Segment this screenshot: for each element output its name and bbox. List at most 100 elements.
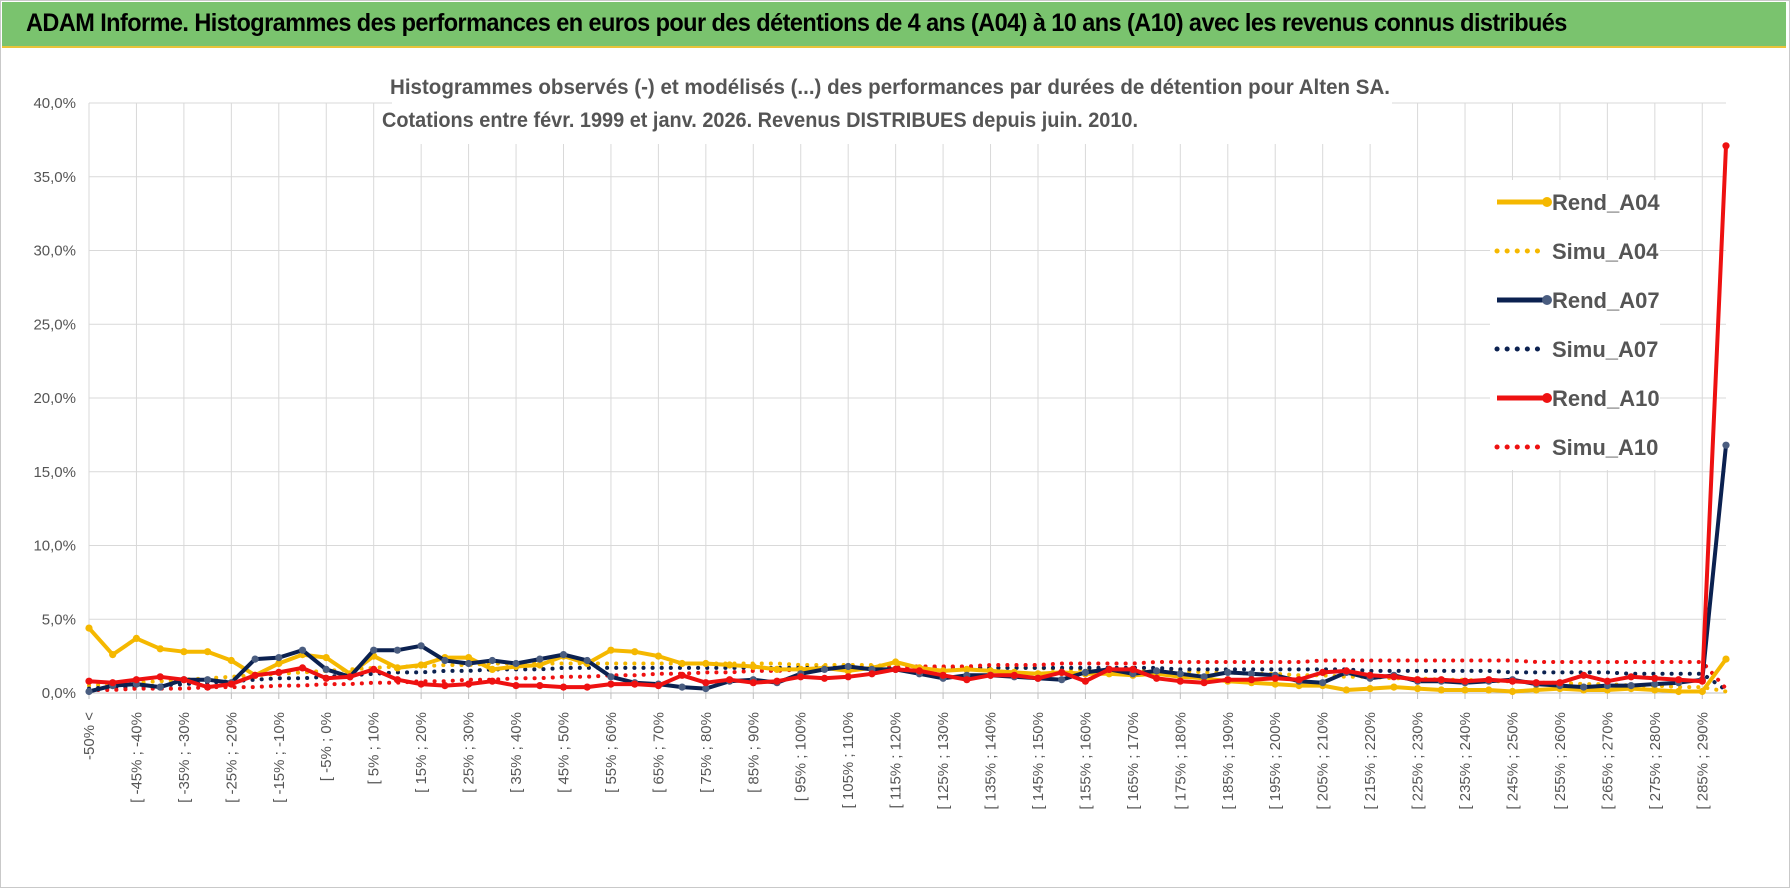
point-rend-a04 [607, 646, 615, 654]
y-tick-label: 25,0% [33, 316, 76, 333]
point-rend-a10 [1271, 674, 1279, 682]
legend-label: Simu_A04 [1552, 239, 1659, 264]
point-rend-a07 [370, 646, 378, 654]
point-rend-a10 [1485, 676, 1493, 684]
x-tick-label: [ 245% ; 250% [1504, 712, 1521, 810]
legend-marker [1542, 197, 1552, 207]
point-rend-a10 [1437, 676, 1445, 684]
point-rend-a07 [583, 656, 591, 665]
point-rend-a10 [85, 677, 93, 685]
point-rend-a10 [1081, 677, 1089, 685]
point-rend-a07 [441, 656, 449, 665]
x-tick-label: [ 285% ; 290% [1694, 712, 1711, 810]
title-backdrop [392, 64, 1392, 144]
point-rend-a10 [797, 673, 805, 681]
point-rend-a07 [1580, 683, 1588, 691]
point-rend-a10 [607, 680, 615, 688]
x-tick-label: [ 215% ; 220% [1362, 712, 1379, 810]
point-rend-a10 [156, 673, 164, 681]
point-rend-a04 [1532, 686, 1540, 694]
point-rend-a04 [1485, 686, 1493, 694]
point-rend-a10 [1319, 668, 1327, 677]
series-lines [85, 142, 1730, 696]
x-tick-label: -50% < [81, 712, 98, 760]
point-rend-a04 [1271, 680, 1279, 688]
point-rend-a10 [1390, 673, 1398, 681]
point-rend-a07 [1153, 667, 1161, 675]
y-tick-label: 40,0% [33, 95, 76, 112]
point-rend-a07 [1176, 670, 1184, 678]
x-tick-label: [ 175% ; 180% [1172, 712, 1189, 810]
point-rend-a10 [892, 665, 900, 674]
point-rend-a10 [1627, 673, 1635, 681]
x-tick-label: [ 225% ; 230% [1410, 712, 1427, 810]
y-tick-label: 5,0% [42, 611, 76, 628]
point-rend-a04 [417, 661, 425, 669]
x-axis-ticks: -50% < [ -45% ; -40% [ -35% ; -30% [ -25% ;… [81, 712, 1711, 810]
point-rend-a10 [583, 683, 591, 691]
point-rend-a07 [488, 656, 496, 665]
x-tick-label: [ 165% ; 170% [1125, 712, 1142, 810]
point-rend-a10 [132, 676, 140, 684]
x-tick-label: [ 115% ; 120% [888, 712, 905, 808]
x-tick-label: [ 5% ; 10% [366, 712, 383, 785]
x-tick-label: [ 205% ; 210% [1315, 712, 1332, 810]
y-tick-label: 10,0% [33, 538, 76, 555]
point-rend-a10 [1129, 665, 1137, 674]
point-rend-a10 [1698, 677, 1706, 685]
point-rend-a10 [963, 676, 971, 684]
x-tick-label: [ 255% ; 260% [1552, 712, 1569, 810]
x-tick-label: [ 35% ; 40% [508, 712, 525, 793]
point-rend-a07 [251, 655, 259, 663]
x-tick-label: [ 125% ; 130% [935, 712, 952, 810]
x-tick-label: [ 95% ; 100% [793, 712, 810, 801]
point-rend-a04 [393, 664, 401, 672]
point-rend-a07 [536, 655, 544, 663]
point-rend-a07 [820, 665, 829, 674]
point-rend-a04 [204, 648, 212, 656]
series-rend-a07 [88, 444, 1728, 694]
x-tick-label: [ 135% ; 140% [983, 712, 1000, 810]
point-rend-a07 [393, 646, 401, 654]
x-tick-label: [ 145% ; 150% [1030, 712, 1047, 810]
x-tick-label: [ 265% ; 270% [1599, 712, 1616, 810]
point-rend-a07 [1081, 668, 1089, 677]
point-rend-a10 [465, 680, 473, 688]
point-rend-a10 [1580, 671, 1588, 679]
series-rend-a10 [88, 145, 1728, 690]
y-tick-label: 30,0% [33, 243, 76, 260]
point-rend-a10 [915, 667, 924, 675]
x-tick-label: [ 25% ; 30% [461, 712, 478, 793]
x-tick-label: [ -15% ; -10% [271, 712, 288, 803]
point-rend-a04 [963, 665, 971, 674]
point-rend-a04 [465, 654, 473, 662]
point-rend-a04 [1675, 687, 1683, 696]
legend-marker [1542, 393, 1552, 403]
point-rend-a10 [417, 680, 425, 688]
point-rend-a04 [132, 634, 140, 643]
point-rend-a10 [536, 682, 544, 690]
point-rend-a07 [1247, 670, 1256, 678]
point-rend-a10 [393, 676, 401, 684]
point-rend-a10 [1651, 674, 1659, 682]
point-rend-a07 [1200, 673, 1208, 681]
point-rend-a10 [868, 670, 876, 678]
point-rend-a04 [1461, 686, 1469, 694]
point-rend-a07 [1224, 668, 1232, 677]
point-rend-a04 [749, 662, 757, 671]
point-rend-a10 [1058, 668, 1066, 677]
point-rend-a07 [678, 683, 686, 691]
point-rend-a10 [1176, 677, 1184, 685]
x-tick-label: [ 235% ; 240% [1457, 712, 1474, 810]
legend-label: Simu_A10 [1552, 435, 1658, 460]
legend-box [1490, 180, 1660, 470]
x-tick-label: [ 65% ; 70% [650, 712, 667, 793]
point-rend-a10 [346, 673, 354, 681]
legend-label: Rend_A04 [1552, 190, 1660, 215]
legend-marker [1542, 295, 1552, 305]
y-tick-label: 15,0% [33, 464, 76, 481]
point-rend-a10 [251, 671, 259, 679]
point-rend-a10 [1224, 676, 1232, 684]
point-rend-a10 [180, 676, 188, 684]
y-tick-label: 20,0% [33, 390, 76, 407]
